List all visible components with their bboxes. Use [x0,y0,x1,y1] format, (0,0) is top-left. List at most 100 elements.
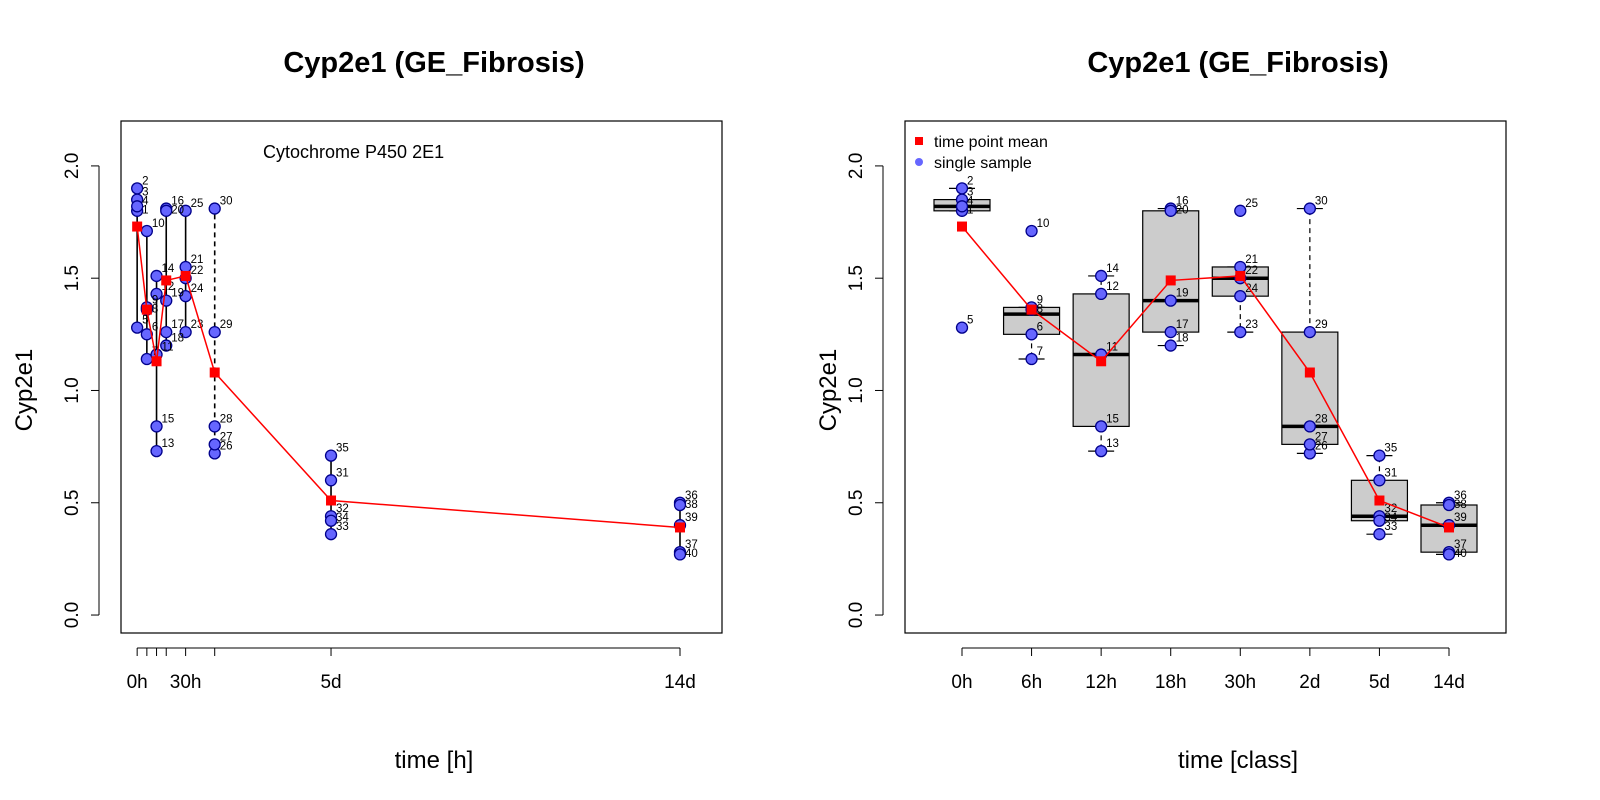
sample-label: 2 [142,175,148,187]
x-tick-label: 14d [664,672,696,693]
legend-label: single sample [934,155,1032,172]
mean-point [1374,495,1385,506]
sample-point [150,420,163,433]
sample-label: 18 [171,333,184,345]
sample-label: 29 [1315,319,1328,331]
sample-label: 9 [152,294,158,306]
sample-label: 16 [171,196,184,208]
x-axis-label: time [h] [395,747,474,774]
x-tick-label: 5d [320,672,341,693]
sample-label: 15 [1106,413,1119,425]
x-axis-label: time [class] [1178,747,1298,774]
sample-point [1025,328,1038,341]
sample-label: 26 [220,440,233,452]
chart-title: Cyp2e1 (GE_Fibrosis) [283,47,584,79]
sample-point [160,339,173,352]
y-tick-label: 0.5 [62,490,83,516]
sample-label: 38 [685,499,698,511]
sample-label: 36 [1454,490,1467,502]
mean-point [957,221,967,232]
sample-label: 9 [1037,294,1043,306]
sample-point [1234,325,1247,339]
sample-label: 26 [1315,440,1328,452]
sample-point [179,204,192,217]
sample-label: 20 [171,205,184,217]
sample-label: 16 [1176,196,1189,208]
mean-line [961,226,1450,529]
sample-point [208,325,221,339]
box-plot-area: 0.00.51.01.52.00h 6h 12h 18h 30h 2d 5d 14d12345… [846,120,1507,693]
sample-point [1025,224,1038,238]
sample-label: 28 [1315,413,1328,425]
sample-label: 3 [142,187,148,199]
y-axis-label: Cyp2e1 [815,349,842,432]
sample-point [1025,352,1038,366]
sample-label: 14 [1106,263,1119,275]
sample-point [955,182,969,195]
legend-swatch-mean [915,137,923,145]
sample-point [160,325,173,339]
sample-label: 39 [685,512,698,524]
sample-label: 8 [1037,303,1043,315]
sample-label: 37 [685,539,698,551]
sample-label: 34 [336,512,349,524]
sample-point [1373,449,1386,462]
y-tick-label: 0.0 [846,602,867,628]
sample-label: 21 [191,254,204,266]
x-tick-label: 12h [1085,672,1117,693]
sample-point [1234,204,1247,217]
sample-label: 12 [1106,281,1119,293]
sample-label: 25 [191,198,204,210]
sample-label: 14 [162,263,175,275]
sample-point [1094,269,1108,283]
x-tick-label: 0h [127,672,148,693]
sample-label: 34 [1384,512,1397,524]
x-tick-label: 6h [1021,672,1042,693]
sample-label: 33 [1384,521,1397,533]
sample-point [208,202,221,215]
box [1142,210,1200,333]
mean-point [1165,275,1176,286]
sample-label: 10 [152,218,165,230]
sample-label: 24 [1245,283,1258,295]
sample-point [1234,260,1247,274]
sample-point [1303,420,1317,433]
sample-label: 22 [1245,265,1258,277]
sample-label: 13 [162,438,175,450]
sample-point [160,294,173,307]
sample-label: 29 [220,319,233,331]
sample-label: 7 [1037,346,1043,358]
mean-point [326,495,337,506]
sample-label: 5 [142,315,148,327]
plot-frame [904,120,1507,634]
sample-point [140,224,153,238]
sample-label: 27 [1315,431,1328,443]
sample-point [324,449,338,462]
x-tick-label: 0h [951,672,972,693]
sample-point [179,325,192,339]
sample-point [955,321,969,334]
sample-point [131,200,144,213]
x-tick-label: 5d [1369,672,1390,693]
mean-line [136,226,681,529]
sample-label: 4 [142,196,149,208]
y-tick-label: 1.0 [62,377,83,403]
sample-label: 4 [967,196,974,208]
sample-label: 28 [220,413,233,425]
sample-label: 13 [1106,438,1119,450]
sample-point [150,287,163,301]
sample-label: 18 [1176,333,1189,345]
sample-point [160,204,173,217]
sample-point [1164,339,1177,352]
mean-point [132,221,143,232]
mean-point [141,304,152,315]
sample-point [1234,290,1247,303]
x-tick-label: 30h [170,672,202,693]
sample-label: 30 [1315,196,1328,208]
x-tick-label: 14d [1433,672,1465,693]
sample-point [324,474,338,487]
x-tick-label: 30h [1224,672,1256,693]
sample-label: 3 [967,187,973,199]
sample-label: 35 [1384,443,1397,455]
